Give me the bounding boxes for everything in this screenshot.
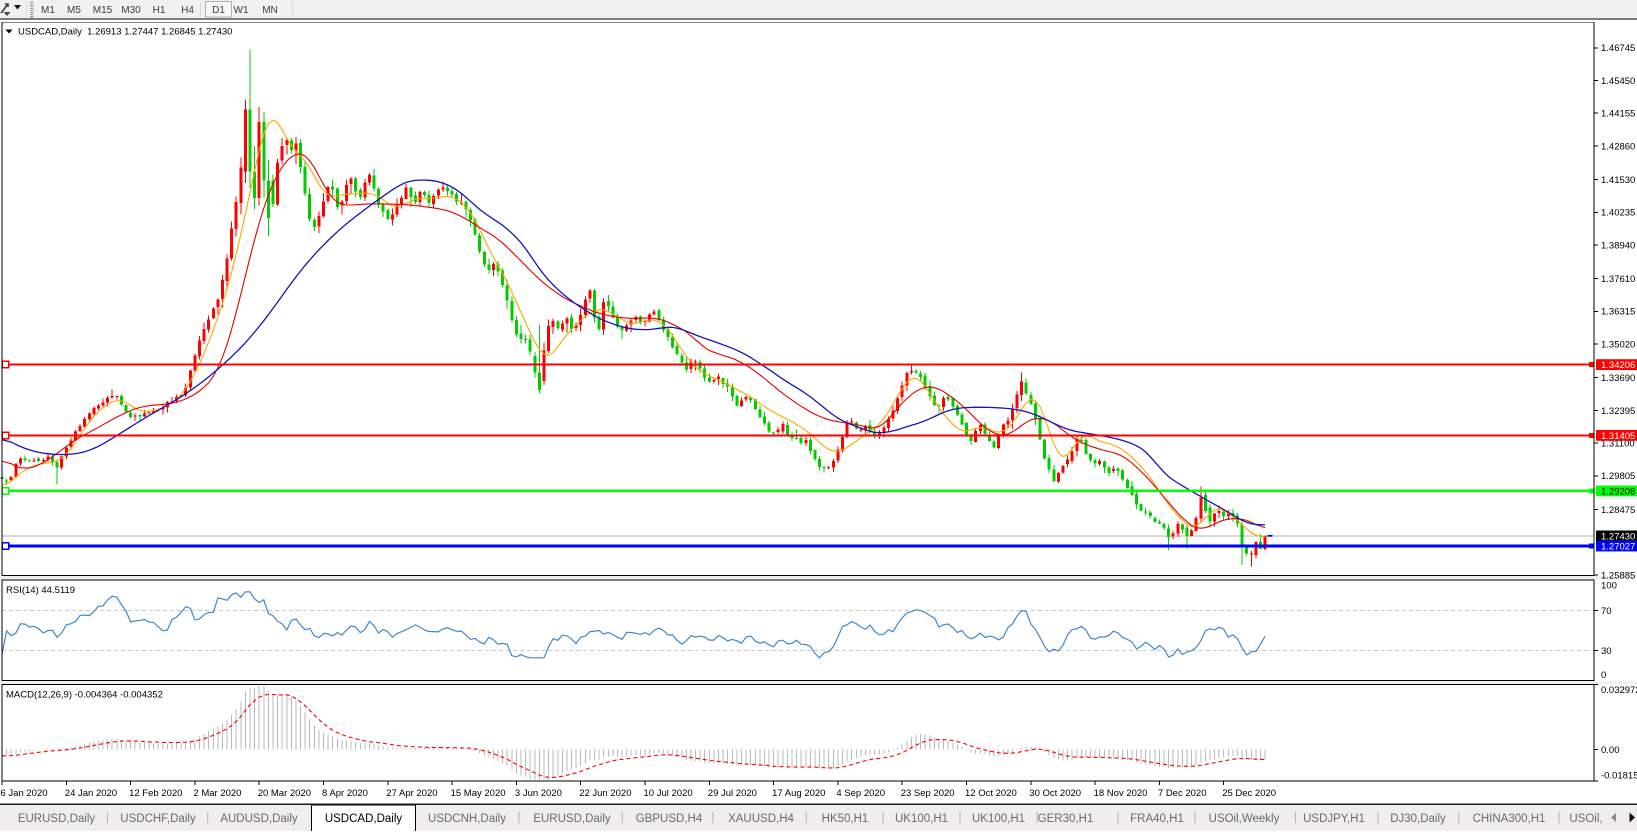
svg-text:|: | — [106, 812, 109, 824]
svg-text:USOil,: USOil, — [1569, 813, 1602, 825]
svg-text:1.32395: 1.32395 — [1601, 406, 1635, 417]
svg-text:24 Jan 2020: 24 Jan 2020 — [65, 788, 117, 799]
svg-text:M15: M15 — [93, 5, 113, 16]
svg-text:MN: MN — [262, 5, 278, 16]
svg-text:UK100,H1: UK100,H1 — [895, 813, 948, 825]
svg-text:XAUUSD,H4: XAUUSD,H4 — [728, 813, 794, 825]
svg-text:27 Apr 2020: 27 Apr 2020 — [386, 788, 437, 799]
svg-text:1.25885: 1.25885 — [1601, 570, 1635, 581]
svg-text:M1: M1 — [41, 5, 55, 16]
svg-text:M5: M5 — [67, 5, 81, 16]
svg-text:1.37610: 1.37610 — [1601, 274, 1635, 285]
svg-text:USDCNH,Daily: USDCNH,Daily — [428, 813, 506, 825]
svg-text:0: 0 — [1601, 670, 1606, 681]
svg-text:USDCAD,Daily 1.26913 1.27447: USDCAD,Daily 1.26913 1.27447 1.26845 1.2… — [18, 27, 232, 38]
svg-text:12 Feb 2020: 12 Feb 2020 — [129, 788, 182, 799]
svg-text:M30: M30 — [121, 5, 141, 16]
svg-text:1.31405: 1.31405 — [1601, 431, 1635, 442]
svg-text:1.29208: 1.29208 — [1601, 486, 1635, 497]
svg-text:|: | — [1377, 812, 1380, 824]
svg-text:1.28475: 1.28475 — [1601, 505, 1635, 516]
svg-text:0.00: 0.00 — [1601, 745, 1620, 756]
svg-text:1.34206: 1.34206 — [1601, 360, 1635, 371]
svg-text:6 Jan 2020: 6 Jan 2020 — [1, 788, 48, 799]
svg-text:25 Dec 2020: 25 Dec 2020 — [1222, 788, 1276, 799]
svg-text:2 Mar 2020: 2 Mar 2020 — [193, 788, 241, 799]
svg-text:1.35020: 1.35020 — [1601, 340, 1635, 351]
svg-text:EURUSD,Daily: EURUSD,Daily — [18, 813, 96, 825]
svg-text:1.40235: 1.40235 — [1601, 208, 1635, 219]
svg-text:18 Nov 2020: 18 Nov 2020 — [1094, 788, 1148, 799]
svg-text:EURUSD,Daily: EURUSD,Daily — [533, 813, 611, 825]
svg-text:1.27430: 1.27430 — [1601, 531, 1635, 542]
svg-text:|: | — [711, 812, 714, 824]
svg-text:|: | — [805, 812, 808, 824]
svg-text:USOil,Weekly: USOil,Weekly — [1209, 813, 1280, 825]
svg-text:8 Apr 2020: 8 Apr 2020 — [322, 788, 368, 799]
svg-text:100: 100 — [1601, 581, 1617, 592]
svg-text:FRA40,H1: FRA40,H1 — [1130, 813, 1184, 825]
svg-text:|: | — [1457, 812, 1460, 824]
svg-text:|: | — [206, 812, 209, 824]
svg-text:H1: H1 — [153, 5, 166, 16]
svg-text:RSI(14) 44.5119: RSI(14) 44.5119 — [6, 585, 75, 596]
svg-text:-0.018154: -0.018154 — [1601, 771, 1637, 782]
svg-text:10 Jul 2020: 10 Jul 2020 — [644, 788, 693, 799]
svg-text:|: | — [1036, 812, 1039, 824]
svg-text:20 Mar 2020: 20 Mar 2020 — [258, 788, 311, 799]
svg-text:1.38940: 1.38940 — [1601, 240, 1635, 251]
svg-text:H4: H4 — [181, 5, 194, 16]
svg-text:D1: D1 — [212, 5, 225, 16]
svg-text:12 Oct 2020: 12 Oct 2020 — [965, 788, 1017, 799]
svg-text:GBPUSD,H4: GBPUSD,H4 — [636, 813, 703, 825]
svg-text:W1: W1 — [234, 5, 249, 16]
svg-text:1.33690: 1.33690 — [1601, 373, 1635, 384]
svg-text:1.42860: 1.42860 — [1601, 141, 1635, 152]
svg-text:3 Jun 2020: 3 Jun 2020 — [515, 788, 562, 799]
svg-text:MACD(12,26,9) -0.004364 -0.004: MACD(12,26,9) -0.004364 -0.004352 — [6, 690, 163, 701]
svg-text:|: | — [517, 812, 520, 824]
svg-text:1.41530: 1.41530 — [1601, 175, 1635, 186]
svg-text:|: | — [882, 812, 885, 824]
svg-text:HK50,H1: HK50,H1 — [822, 813, 869, 825]
svg-text:DJ30,Daily: DJ30,Daily — [1390, 813, 1446, 825]
svg-text:|: | — [1558, 812, 1561, 824]
svg-text:1.45450: 1.45450 — [1601, 76, 1635, 87]
svg-text:1.27027: 1.27027 — [1601, 541, 1635, 552]
svg-text:23 Sep 2020: 23 Sep 2020 — [901, 788, 955, 799]
svg-text:30: 30 — [1601, 646, 1612, 657]
svg-text:7 Dec 2020: 7 Dec 2020 — [1158, 788, 1207, 799]
svg-text:|: | — [1294, 812, 1297, 824]
svg-text:4 Sep 2020: 4 Sep 2020 — [836, 788, 885, 799]
svg-text:17 Aug 2020: 17 Aug 2020 — [772, 788, 825, 799]
svg-text:CHINA300,H1: CHINA300,H1 — [1473, 813, 1546, 825]
svg-text:1.29805: 1.29805 — [1601, 471, 1635, 482]
svg-text:USDJPY,H1: USDJPY,H1 — [1303, 813, 1365, 825]
svg-text:GER30,H1: GER30,H1 — [1038, 813, 1094, 825]
svg-text:UK100,H1: UK100,H1 — [972, 813, 1025, 825]
svg-text:USDCAD,Daily: USDCAD,Daily — [325, 813, 403, 825]
svg-text:0.032972: 0.032972 — [1601, 685, 1637, 696]
svg-text:1.31100: 1.31100 — [1601, 439, 1635, 450]
svg-text:|: | — [621, 812, 624, 824]
svg-text:70: 70 — [1601, 606, 1612, 617]
svg-text:USDCHF,Daily: USDCHF,Daily — [120, 813, 196, 825]
svg-text:22 Jun 2020: 22 Jun 2020 — [579, 788, 631, 799]
svg-text:|: | — [1194, 812, 1197, 824]
svg-text:AUDUSD,Daily: AUDUSD,Daily — [220, 813, 298, 825]
svg-text:1.44155: 1.44155 — [1601, 109, 1635, 120]
svg-text:30 Oct 2020: 30 Oct 2020 — [1029, 788, 1081, 799]
svg-text:|: | — [959, 812, 962, 824]
svg-text:1.36315: 1.36315 — [1601, 307, 1635, 318]
svg-text:15 May 2020: 15 May 2020 — [451, 788, 506, 799]
svg-text:|: | — [1117, 812, 1120, 824]
svg-text:29 Jul 2020: 29 Jul 2020 — [708, 788, 757, 799]
svg-text:1.46745: 1.46745 — [1601, 43, 1635, 54]
